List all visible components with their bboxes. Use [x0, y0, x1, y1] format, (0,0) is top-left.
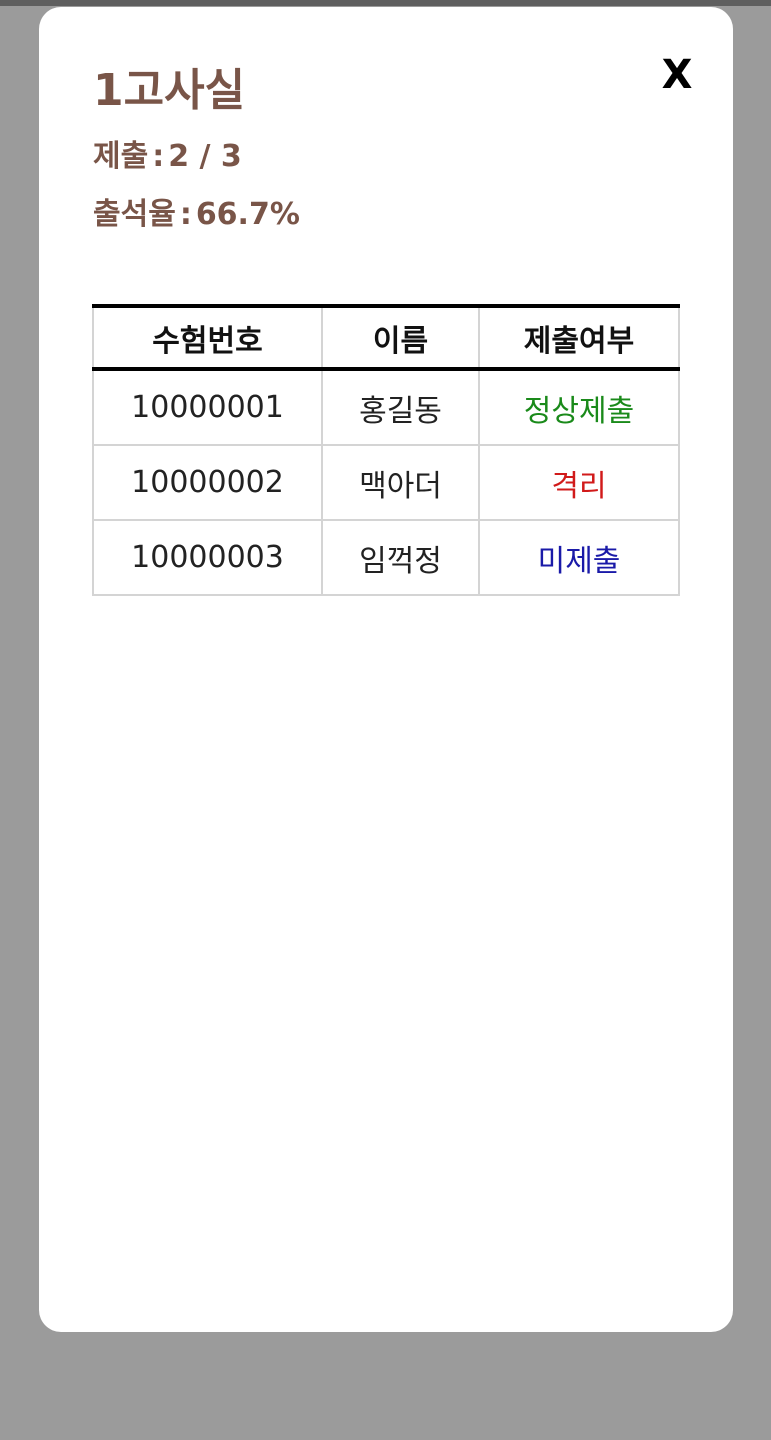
attendance-rate-separator: : [179, 197, 192, 232]
attendance-rate-value: 66.7% [195, 197, 300, 232]
attendance-rate: 출석율:66.7% [93, 195, 300, 235]
cell-status-missing: 미제출 [478, 519, 680, 596]
cell-exam-number: 10000003 [92, 519, 323, 596]
exam-room-modal: X 1고사실 제출:2 / 3 출석율:66.7% 수험번호 이름 제출여부 1… [39, 7, 733, 1332]
table-header: 수험번호 이름 제출여부 [92, 304, 680, 371]
header-submission-status: 제출여부 [478, 304, 680, 371]
close-button[interactable]: X [661, 52, 693, 98]
examinee-table: 수험번호 이름 제출여부 10000001 홍길동 정상제출 10000002 … [92, 304, 680, 596]
table-body: 10000001 홍길동 정상제출 10000002 맥아더 격리 100000… [92, 368, 680, 596]
cell-exam-number: 10000001 [92, 368, 323, 446]
status-bar-strip [0, 0, 771, 6]
cell-name: 홍길동 [321, 368, 480, 446]
attendance-rate-label: 출석율 [93, 197, 176, 232]
header-exam-number: 수험번호 [92, 304, 323, 371]
cell-name: 맥아더 [321, 444, 480, 521]
submission-count-separator: : [152, 139, 165, 174]
table-row: 10000002 맥아더 격리 [92, 444, 680, 521]
table-row: 10000001 홍길동 정상제출 [92, 368, 680, 446]
header-name: 이름 [321, 304, 480, 371]
cell-exam-number: 10000002 [92, 444, 323, 521]
cell-status-submitted: 정상제출 [478, 368, 680, 446]
table-row: 10000003 임꺽정 미제출 [92, 519, 680, 596]
table-header-row: 수험번호 이름 제출여부 [92, 304, 680, 371]
submission-count-value: 2 / 3 [168, 139, 242, 174]
cell-status-isolated: 격리 [478, 444, 680, 521]
room-title: 1고사실 [93, 65, 246, 116]
submission-count: 제출:2 / 3 [93, 137, 242, 177]
cell-name: 임꺽정 [321, 519, 480, 596]
submission-count-label: 제출 [93, 139, 149, 174]
